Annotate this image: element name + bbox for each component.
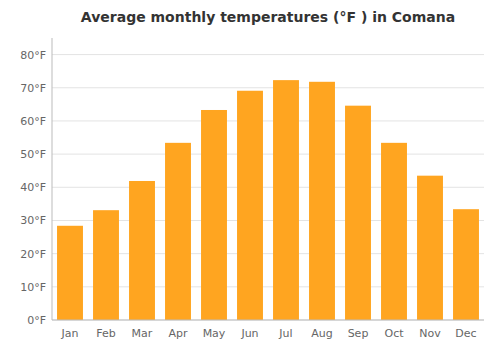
bar: [57, 226, 83, 320]
bar: [345, 106, 371, 320]
bar: [129, 181, 155, 320]
bar: [273, 80, 299, 320]
y-tick-label: 30°F: [20, 214, 46, 227]
bar: [309, 82, 335, 320]
grid-line: [52, 87, 484, 88]
bar: [93, 210, 119, 320]
x-tick-label: Mar: [132, 327, 153, 340]
chart: Average monthly temperatures (°F ) in Co…: [0, 0, 500, 350]
grid-line: [52, 154, 484, 155]
bar: [201, 110, 227, 320]
x-tick-label: Sep: [348, 327, 369, 340]
x-axis-line: [52, 320, 484, 321]
grid-line: [52, 54, 484, 55]
y-tick-label: 40°F: [20, 181, 46, 194]
y-tick-labels: 0°F 10°F 20°F 30°F 40°F 50°F 60°F 70°F 80°F: [20, 49, 46, 327]
x-tick-label: Oct: [384, 327, 404, 340]
y-tick-label: 0°F: [27, 314, 46, 327]
y-tick-label: 20°F: [20, 248, 46, 261]
x-tick-label: Jan: [61, 327, 79, 340]
y-tick-label: 70°F: [20, 82, 46, 95]
bar: [165, 143, 191, 320]
x-tick-label: Dec: [455, 327, 476, 340]
x-tick-label: Nov: [419, 327, 441, 340]
x-tick-label: Feb: [96, 327, 115, 340]
x-tick-label: Jul: [278, 327, 292, 340]
y-tick-label: 50°F: [20, 148, 46, 161]
bar: [417, 176, 443, 320]
x-tick-label: Apr: [168, 327, 188, 340]
x-tick-label: May: [203, 327, 226, 340]
y-tick-label: 60°F: [20, 115, 46, 128]
x-tick-label: Aug: [311, 327, 332, 340]
bar: [237, 91, 263, 320]
chart-container: Average monthly temperatures (°F ) in Co…: [0, 0, 500, 350]
bars: [57, 80, 479, 320]
y-axis-line: [52, 38, 53, 320]
y-tick-label: 10°F: [20, 281, 46, 294]
grid-line: [52, 320, 484, 321]
chart-title: Average monthly temperatures (°F ) in Co…: [81, 9, 455, 25]
y-tick-label: 80°F: [20, 49, 46, 62]
grid-line: [52, 120, 484, 121]
x-tick-labels: Jan Feb Mar Apr May Jun Jul Aug Sep Oct Nov Dec: [61, 327, 477, 340]
bar: [453, 209, 479, 320]
x-tick-label: Jun: [240, 327, 258, 340]
y-grid: [52, 55, 484, 320]
bar: [381, 143, 407, 320]
